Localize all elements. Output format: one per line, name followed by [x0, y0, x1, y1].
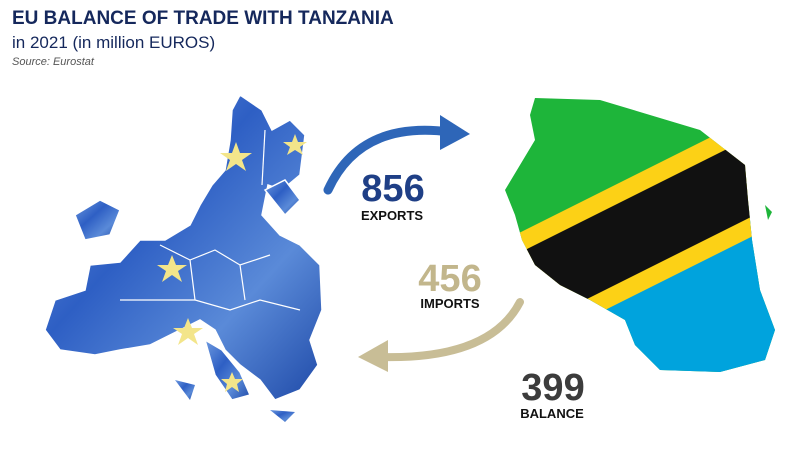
island	[765, 205, 772, 220]
exports-value: 856	[361, 168, 424, 210]
balance-value: 399	[521, 367, 584, 409]
tanzania-map	[505, 98, 775, 372]
subtitle: in 2021 (in million EUROS)	[12, 33, 215, 52]
exports-label: EXPORTS	[361, 208, 423, 223]
balance-label: BALANCE	[520, 406, 584, 421]
imports-value: 456	[418, 258, 481, 300]
title: EU BALANCE OF TRADE WITH TANZANIA	[12, 8, 394, 29]
imports-label: IMPORTS	[420, 296, 480, 311]
eu-map	[44, 93, 323, 422]
source: Source: Eurostat	[12, 56, 95, 68]
exports-arrow	[323, 115, 470, 195]
imports-arrow	[358, 298, 524, 372]
